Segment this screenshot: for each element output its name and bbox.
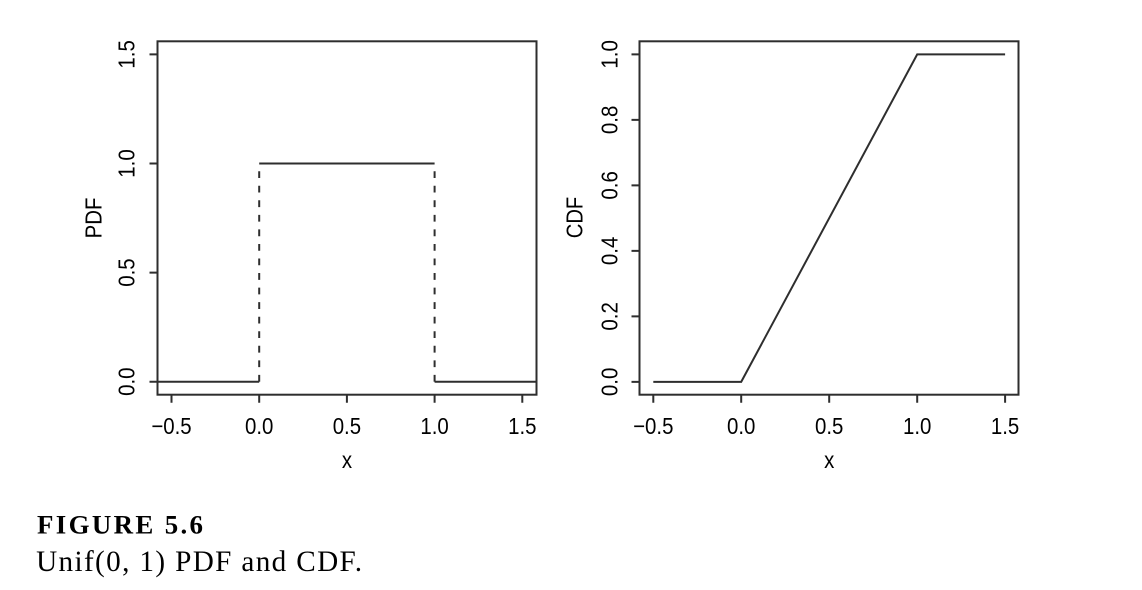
svg-text:0.2: 0.2	[596, 302, 622, 330]
svg-text:1.0: 1.0	[596, 40, 622, 68]
svg-text:1.5: 1.5	[113, 40, 139, 68]
svg-text:Unif(0, 1) PDF and CDF.: Unif(0, 1) PDF and CDF.	[36, 546, 362, 578]
svg-text:0.5: 0.5	[815, 413, 843, 439]
svg-text:1.5: 1.5	[508, 413, 536, 439]
svg-text:−0.5: −0.5	[151, 413, 191, 439]
svg-text:x: x	[342, 447, 353, 473]
svg-text:−0.5: −0.5	[633, 413, 673, 439]
svg-text:0.0: 0.0	[596, 368, 622, 396]
svg-text:0.5: 0.5	[113, 258, 139, 286]
svg-text:0.6: 0.6	[596, 171, 622, 199]
svg-text:PDF: PDF	[81, 198, 107, 239]
svg-text:0.0: 0.0	[245, 413, 273, 439]
svg-text:x: x	[824, 447, 835, 473]
svg-text:FIGURE 5.6: FIGURE 5.6	[37, 510, 203, 540]
svg-text:1.0: 1.0	[903, 413, 931, 439]
svg-text:0.4: 0.4	[596, 237, 622, 265]
svg-text:0.5: 0.5	[333, 413, 361, 439]
svg-text:0.0: 0.0	[113, 368, 139, 396]
svg-text:0.0: 0.0	[727, 413, 755, 439]
svg-text:1.0: 1.0	[113, 149, 139, 177]
svg-text:1.5: 1.5	[991, 413, 1019, 439]
svg-text:1.0: 1.0	[420, 413, 448, 439]
svg-text:0.8: 0.8	[596, 106, 622, 134]
svg-text:CDF: CDF	[562, 197, 588, 239]
